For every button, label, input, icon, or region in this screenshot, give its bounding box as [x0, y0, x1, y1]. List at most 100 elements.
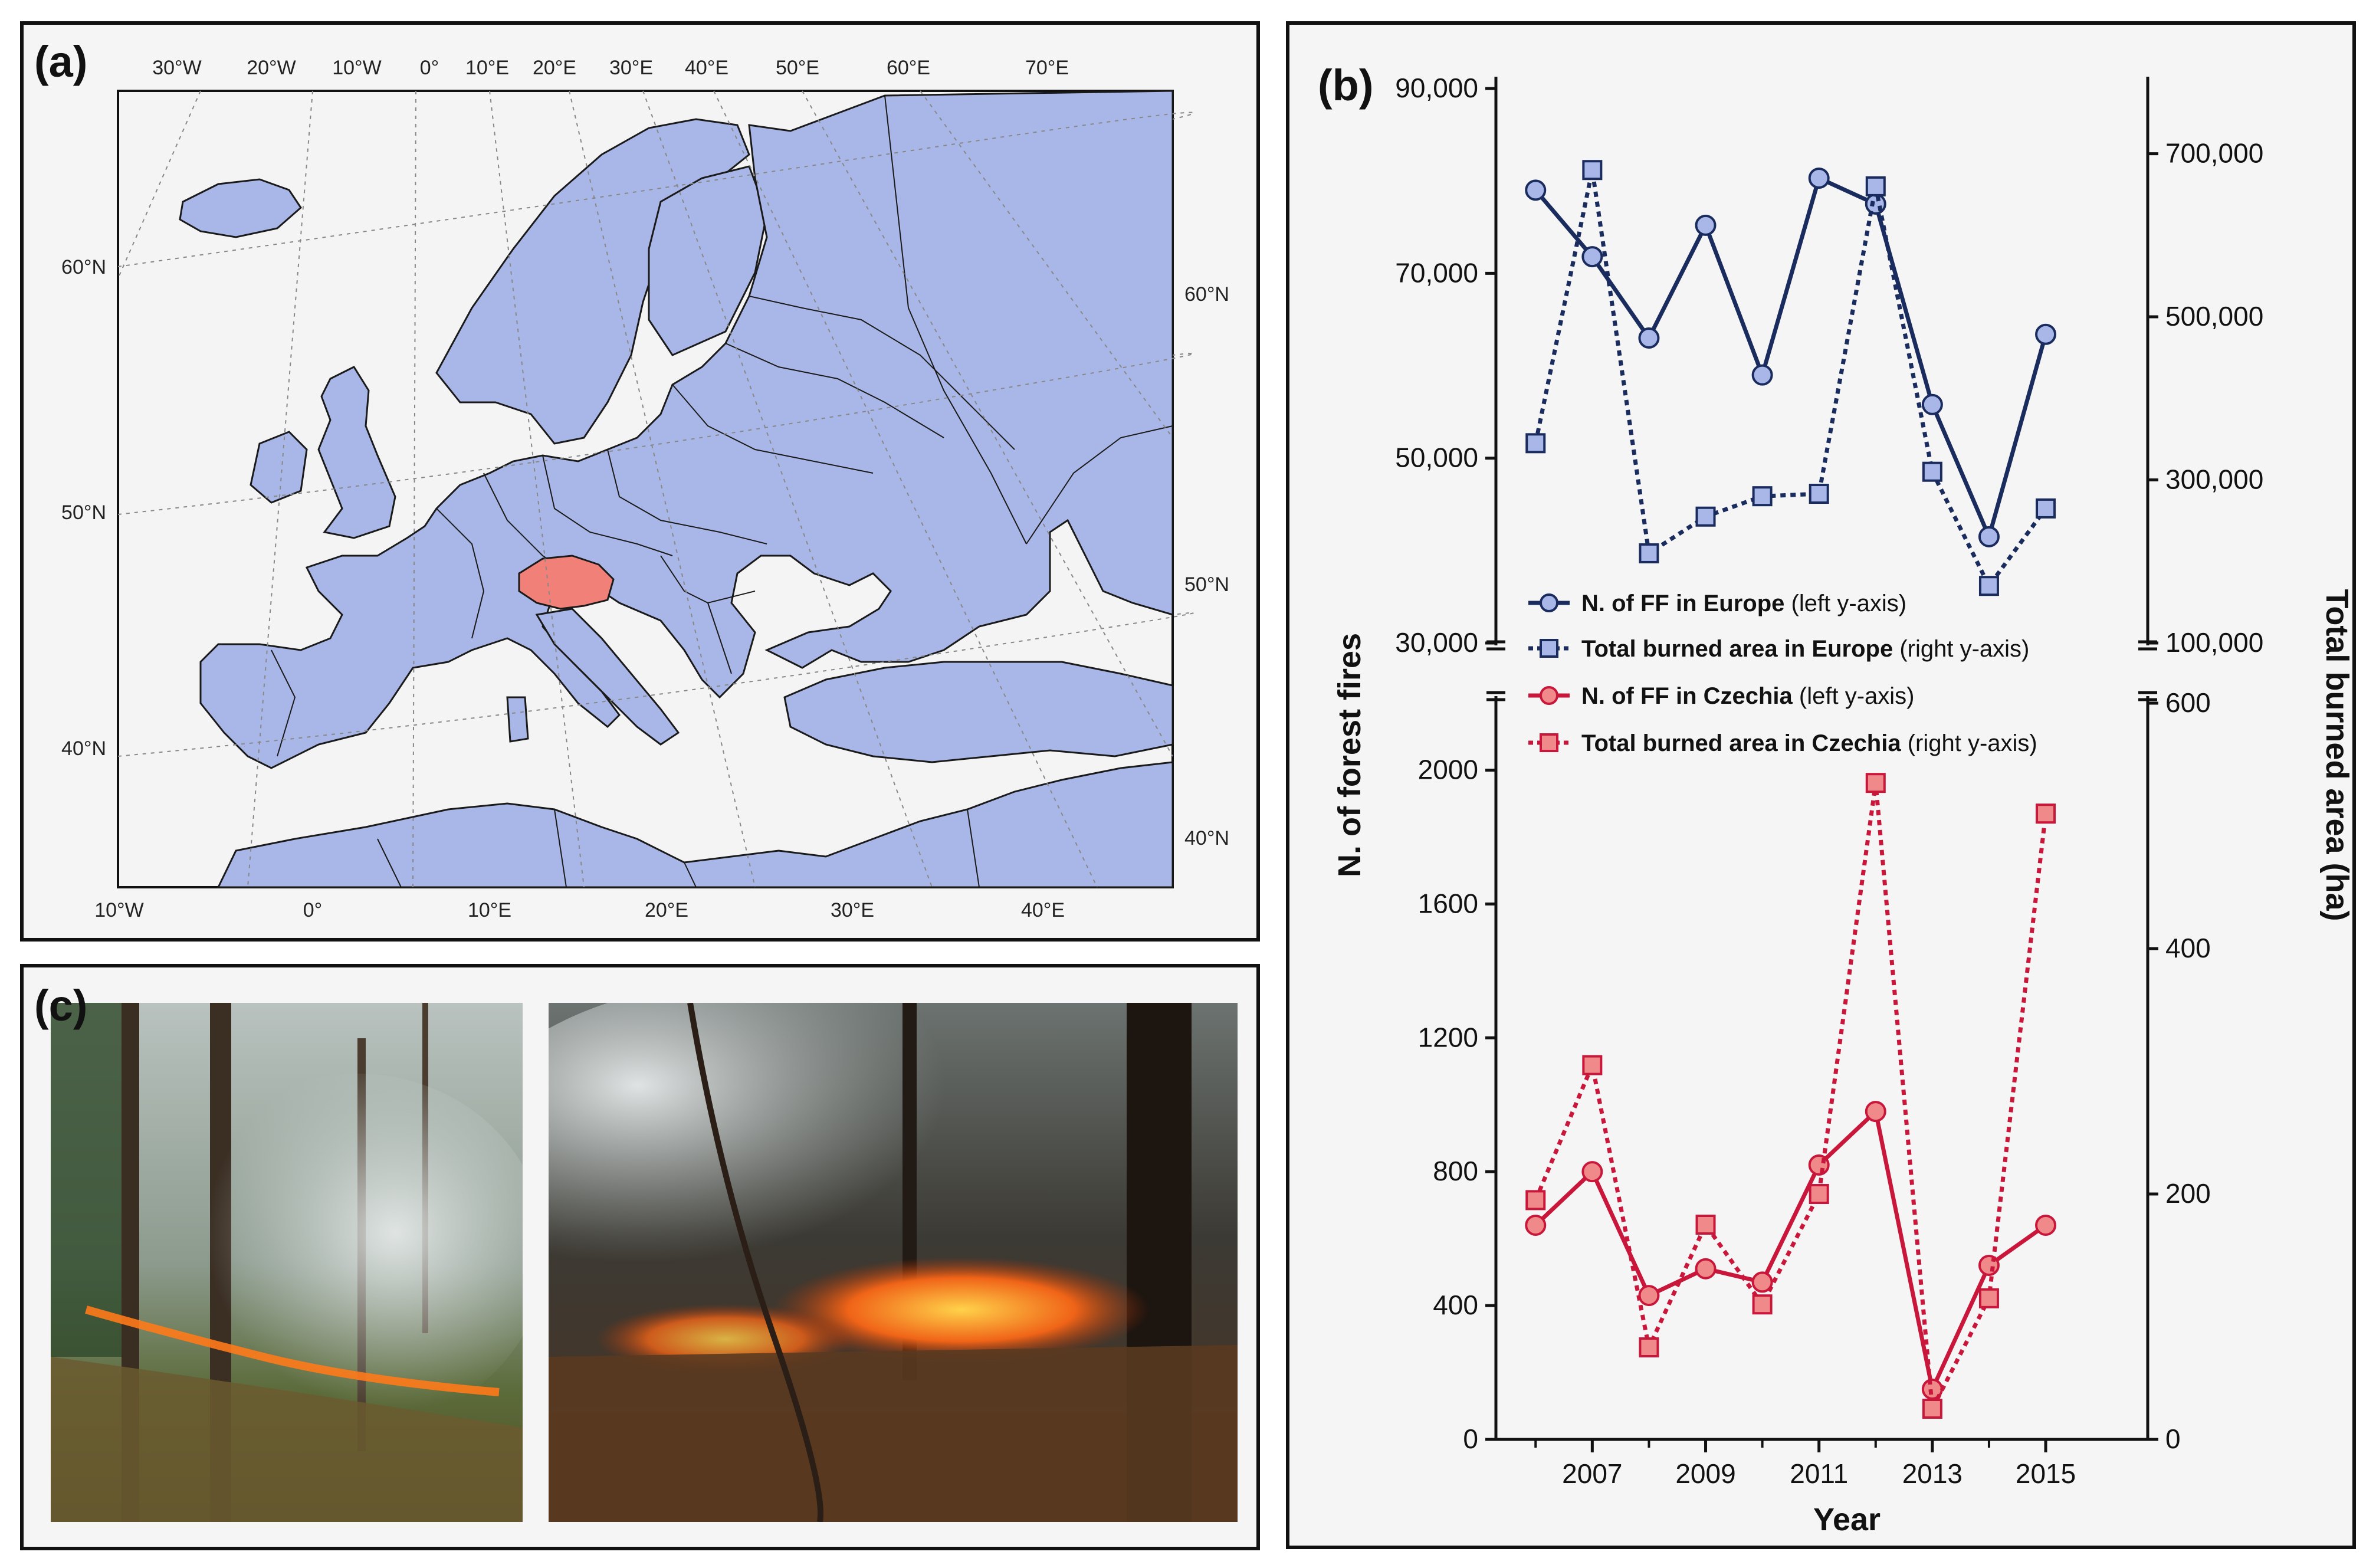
data-point-circle	[1638, 1285, 1660, 1307]
bottom-lon-label: 10°E	[468, 899, 511, 921]
x-tick-label: 2013	[1902, 1458, 1963, 1489]
panel-b-letter: (b)	[1318, 61, 1374, 110]
x-tick-label: 2011	[1790, 1458, 1848, 1489]
y-tick-label: 300,000	[2165, 464, 2263, 495]
italy-shape	[535, 608, 680, 746]
y-tick-label: 100,000	[2165, 627, 2263, 658]
data-point-circle	[1638, 327, 1660, 349]
data-point-square	[1865, 773, 1886, 793]
y-tick-label: 400	[1433, 1290, 1478, 1320]
data-point-circle	[1751, 1271, 1773, 1293]
svg-text:N. of FF in Czechia (left y-ax: N. of FF in Czechia (left y-axis)	[1581, 683, 1915, 709]
forest-fire-chart: 30,000 50,000 70,000 90,000 0 400 800 1200 1600 2…	[1332, 73, 2352, 1537]
data-point-square	[1752, 486, 1773, 507]
legend-axis-note: (right y-axis)	[1908, 730, 2037, 756]
y-tick-label: 500,000	[2165, 301, 2263, 332]
top-lon-labels: 30°W 20°W 10°W 0° 10°E 20°E 30°E 40°E 50…	[152, 57, 1069, 79]
legend-axis-note: (left y-axis)	[1791, 591, 1907, 616]
data-point-circle	[1695, 1258, 1717, 1280]
data-point-square	[1582, 160, 1603, 181]
data-point-square	[1695, 506, 1716, 527]
legend-entry-europe-fires: N. of FF in Europe (left y-axis)	[1528, 591, 1906, 616]
bottom-lon-label: 40°E	[1021, 899, 1065, 921]
y-tick-label: 0	[2165, 1423, 2181, 1454]
left-lat-labels: 60°N 50°N 40°N	[61, 256, 106, 760]
bottom-lon-label: 0°	[303, 899, 323, 921]
data-point-square	[2036, 803, 2056, 824]
finland-shape	[648, 165, 768, 356]
data-point-square	[1639, 1337, 1659, 1357]
legend-entry-czechia-fires: N. of FF in Czechia (left y-axis)	[1528, 683, 1915, 709]
legend-axis-note: (right y-axis)	[1899, 636, 2029, 662]
series-line-3	[1534, 780, 2048, 1411]
data-point-square	[1695, 1215, 1716, 1235]
left-lat-label: 50°N	[61, 501, 106, 524]
top-lon-label: 30°W	[152, 57, 202, 79]
data-point-circle	[1581, 1161, 1603, 1183]
europe-map: 30°W 20°W 10°W 0° 10°E 20°E 30°E 40°E 50…	[61, 57, 1229, 921]
legend: N. of FF in Europe (left y-axis) Total b…	[1528, 591, 2037, 756]
sardinia-shape	[506, 696, 529, 743]
data-point-square	[1582, 1055, 1603, 1075]
panel-b-chart: 30,000 50,000 70,000 90,000 0 400 800 1200 1600 2…	[1286, 21, 2356, 1549]
right-lat-label: 40°N	[1184, 827, 1229, 849]
x-tick-label: 2009	[1675, 1458, 1735, 1489]
bottom-lon-labels: 10°W 0° 10°E 20°E 30°E 40°E	[94, 899, 1065, 921]
data-point-circle	[1695, 214, 1717, 236]
top-lon-label: 60°E	[887, 57, 930, 79]
data-point-circle	[2035, 323, 2057, 345]
data-point-circle	[1525, 1214, 1547, 1236]
legend-axis-note: (left y-axis)	[1799, 683, 1915, 709]
bottom-lon-label: 30°E	[831, 899, 874, 921]
top-lon-label: 70°E	[1025, 57, 1069, 79]
right-lat-label: 50°N	[1184, 573, 1229, 596]
y-tick-label: 70,000	[1395, 257, 1478, 288]
bottom-lon-label: 20°E	[645, 899, 688, 921]
top-lon-label: 20°W	[247, 57, 296, 79]
panel-a-map: 30°W 20°W 10°W 0° 10°E 20°E 30°E 40°E 50…	[20, 21, 1260, 942]
series-line-1	[1533, 168, 2047, 588]
turkey-shape	[783, 661, 1174, 763]
y-axis-right-title: Total burned area (ha)	[2319, 589, 2352, 921]
great-britain-shape	[317, 366, 396, 539]
x-axis-title: Year	[1813, 1502, 1881, 1537]
top-lon-label: 20°E	[533, 57, 576, 79]
right-lat-label: 60°N	[1184, 283, 1229, 306]
legend-entry-czechia-area: Total burned area in Czechia (right y-ax…	[1528, 730, 2037, 756]
y-axis-left-title: N. of forest fires	[1332, 633, 1367, 877]
svg-text:Total burned area in Czechia (: Total burned area in Czechia (right y-ax…	[1581, 730, 2037, 756]
y-tick-label: 1600	[1418, 888, 1478, 919]
data-point-circle	[1581, 246, 1603, 268]
legend-entry-europe-area: Total burned area in Europe (right y-axi…	[1528, 636, 2029, 662]
data-point-square	[1978, 576, 1999, 596]
panel-c-photos: (c)	[20, 964, 1260, 1550]
data-point-square	[1525, 1190, 1546, 1211]
forest-fire-photo-right-svg	[549, 1003, 1238, 1522]
forest-fire-photo-right	[549, 1003, 1238, 1522]
data-point-circle	[2035, 1214, 2057, 1236]
ireland-shape	[250, 431, 308, 504]
data-point-square	[2036, 498, 2056, 519]
data-point-square	[1525, 433, 1546, 454]
czechia-highlight	[518, 555, 615, 610]
x-tick-label: 2007	[1562, 1458, 1622, 1489]
top-lon-label: 30°E	[609, 57, 653, 79]
data-point-square	[1922, 461, 1942, 482]
y-tick-label: 600	[2165, 687, 2211, 718]
panel-c-letter: (c)	[34, 981, 88, 1030]
y-tick-label: 90,000	[1395, 73, 1478, 103]
data-point-circle	[1865, 1101, 1886, 1123]
y-tick-label: 30,000	[1395, 627, 1478, 658]
chart-layer: 30,000 50,000 70,000 90,000 0 400 800 1200 1600 2…	[1395, 73, 2263, 1489]
svg-text:N. of FF in Europe (left y-axi: N. of FF in Europe (left y-axis)	[1581, 591, 1906, 616]
y-tick-label: 0	[1463, 1423, 1478, 1454]
forest-fire-photo-left	[51, 1003, 523, 1522]
top-lon-label: 0°	[420, 57, 439, 79]
bottom-lon-label: 10°W	[94, 899, 144, 921]
data-point-square	[1752, 1294, 1773, 1315]
y-tick-label: 1200	[1418, 1022, 1478, 1052]
left-lat-label: 60°N	[61, 256, 106, 278]
data-point-circle	[1751, 364, 1773, 386]
top-lon-label: 10°W	[332, 57, 382, 79]
series-line-2	[1534, 1109, 2047, 1392]
